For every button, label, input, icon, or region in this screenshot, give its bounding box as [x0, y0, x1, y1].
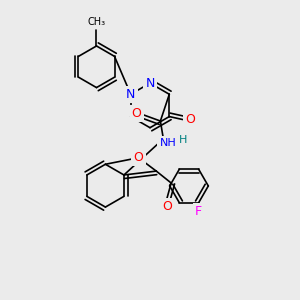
Text: O: O	[134, 151, 143, 164]
Text: O: O	[162, 200, 172, 213]
Text: N: N	[145, 76, 155, 90]
Text: O: O	[185, 113, 195, 126]
Text: CH₃: CH₃	[87, 17, 106, 27]
Text: N: N	[126, 88, 135, 101]
Text: H: H	[178, 135, 187, 145]
Text: F: F	[195, 205, 202, 218]
Text: NH: NH	[159, 138, 176, 148]
Text: O: O	[132, 107, 142, 120]
